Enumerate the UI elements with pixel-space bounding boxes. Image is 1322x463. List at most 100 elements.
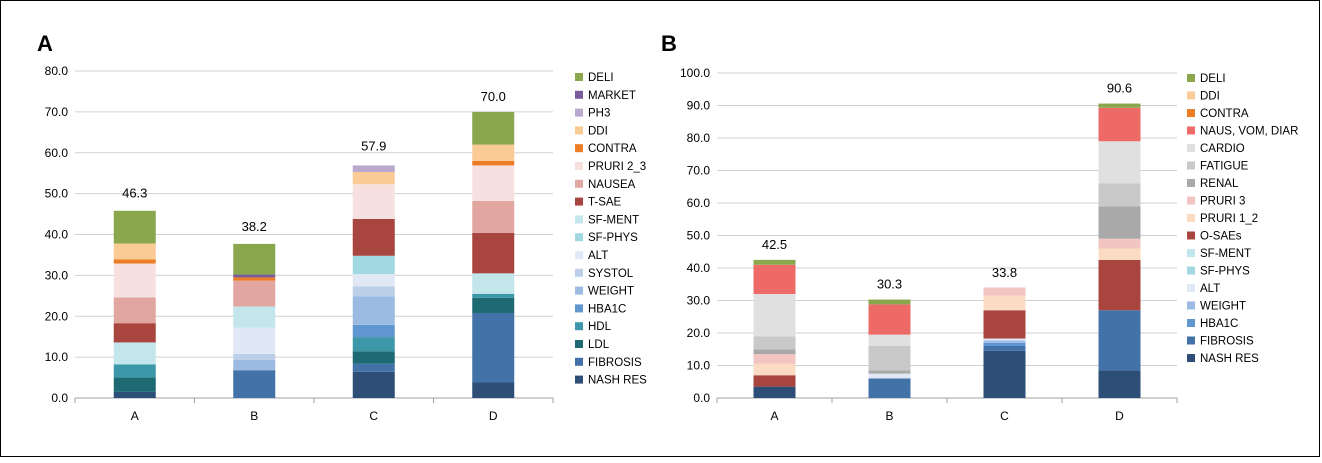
panel-a-legend-swatch xyxy=(575,144,583,153)
panel-a-bar-segment-ldl xyxy=(472,297,515,313)
panel-a-bar-segment-nausea xyxy=(113,297,156,324)
panel-a-legend-swatch xyxy=(575,357,583,366)
panel-b-legend-swatch xyxy=(1187,319,1195,327)
panel-a-bar-segment-ddi xyxy=(352,171,395,185)
panel-b-bar-segment-cardio xyxy=(868,334,911,346)
panel-a-bar-segment-contra xyxy=(233,277,276,281)
panel-b-bar-segment-pruri-1-2 xyxy=(753,363,796,376)
panel-b-bar-segment-fatigue xyxy=(1098,183,1141,207)
panel-b-bar-segment-o-saes xyxy=(983,310,1026,339)
panel-a-bar-segment-hdl xyxy=(472,293,515,298)
panel-b-x-category-label: D xyxy=(1115,409,1124,423)
panel-b-bar-segment-o-saes xyxy=(753,375,796,387)
panel-a-legend-label: SF-PHYS xyxy=(588,232,638,244)
panel-a-bar-segment-systol xyxy=(352,286,395,297)
panel-b-legend-swatch xyxy=(1187,161,1195,170)
panel-b-bar-segment-deli xyxy=(868,299,911,305)
panel-b-bar-segment-pruri-1-2 xyxy=(983,295,1026,311)
panel-a-bar-segment-nash-res xyxy=(472,382,515,398)
panel-a-legend-swatch xyxy=(575,322,583,331)
panel-b-bar-segment-naus-vom-diar xyxy=(1098,107,1141,142)
panel-a-bar-segment-fibrosis xyxy=(472,312,515,383)
panel-a-bar-segment-ldl xyxy=(352,351,395,364)
panel-b-legend-swatch xyxy=(1187,284,1195,292)
panel-b-x-category-label: A xyxy=(770,409,778,423)
panel-b-y-tick-label: 20.0 xyxy=(687,326,711,340)
panel-b-bar-segment-naus-vom-diar xyxy=(753,264,796,294)
panel-a-bar-segment-fibrosis xyxy=(233,370,276,398)
panel-b-bar-segment-fibrosis xyxy=(983,346,1026,351)
panel-a-legend-label: SF-MENT xyxy=(588,214,639,226)
panel-a-bar-segment-sf-ment xyxy=(233,306,276,328)
panel-a-bar-segment-deli xyxy=(233,243,276,275)
panel-a-legend-swatch xyxy=(575,179,583,188)
panel-b-legend-swatch xyxy=(1187,179,1195,187)
panel-a-bar-total-label: 57.9 xyxy=(361,138,386,153)
panel-a-bar-segment-nausea xyxy=(472,200,515,233)
panel-a-bar-segment-nausea xyxy=(233,280,276,307)
panel-b-y-tick-label: 50.0 xyxy=(687,229,711,243)
panel-a-bar-segment-sf-ment xyxy=(113,342,156,365)
panel-b-legend-label: SF-MENT xyxy=(1200,248,1251,260)
panel-b-legend-swatch xyxy=(1187,301,1195,310)
panel-a-bar-segment-t-sae xyxy=(113,323,156,343)
panel-a-y-tick-label: 0.0 xyxy=(51,391,68,405)
panel-b-bar-segment-alt xyxy=(983,338,1026,341)
panel-b-x-category-label: C xyxy=(1000,409,1009,423)
panel-a-bar-segment-hdl xyxy=(352,337,395,352)
panel-a-legend-swatch xyxy=(575,340,583,348)
panel-b-legend-label: RENAL xyxy=(1200,178,1239,190)
panel-a-bar-segment-alt xyxy=(233,327,276,354)
panel-b-legend-swatch xyxy=(1187,249,1195,257)
panel-b-y-tick-label: 0.0 xyxy=(693,391,710,405)
panel-b-bar-segment-pruri-1-2 xyxy=(1098,248,1141,260)
panel-b-legend-swatch xyxy=(1187,74,1195,82)
panel-b-y-tick-label: 90.0 xyxy=(687,99,711,113)
panel-a-y-tick-label: 20.0 xyxy=(45,309,69,323)
panel-a-bar-segment-contra xyxy=(472,160,515,166)
panel-b-bar-segment-fibrosis xyxy=(1098,310,1141,371)
panel-a-legend-label: CONTRA xyxy=(588,143,637,155)
panel-a-bar-segment-weight xyxy=(352,296,395,325)
panel-b-legend-label: NASH RES xyxy=(1200,353,1259,365)
panel-a-y-tick-label: 40.0 xyxy=(45,228,69,242)
panel-a-bar-segment-t-sae xyxy=(352,218,395,256)
panel-a-bar-segment-hdl xyxy=(113,364,156,378)
panel-b-legend-swatch xyxy=(1187,336,1195,345)
panel-b-bar-segment-pruri-3 xyxy=(753,354,796,364)
panel-b-legend-swatch xyxy=(1187,214,1195,222)
panel-b-bar-segment-renal xyxy=(1098,206,1141,239)
panel-b-x-category-label: B xyxy=(885,409,893,423)
panel-a-legend-swatch xyxy=(575,162,583,170)
panel-a-bar-total-label: 46.3 xyxy=(122,186,147,201)
panel-a-bar-segment-pruri-2-3 xyxy=(113,263,156,298)
panel-a-bar-segment-deli xyxy=(113,210,156,244)
panel-b-bar-segment-naus-vom-diar xyxy=(868,304,911,335)
panel-b-legend-label: ALT xyxy=(1200,283,1220,295)
panel-b-legend-swatch xyxy=(1187,266,1195,275)
panel-a-bar-total-label: 38.2 xyxy=(242,219,267,234)
panel-a-y-tick-label: 30.0 xyxy=(45,268,69,282)
panel-a-x-category-label: A xyxy=(131,409,139,423)
panel-a-legend-label: SYSTOL xyxy=(588,268,634,280)
panel-b-legend-label: CONTRA xyxy=(1200,108,1249,120)
panel-a-bar-segment-systol xyxy=(233,353,276,360)
panel-b-y-tick-label: 80.0 xyxy=(687,131,711,145)
panel-b-legend-swatch xyxy=(1187,231,1195,240)
panel-b-bar-segment-renal xyxy=(868,370,911,374)
panel-b-legend-label: PRURI 1_2 xyxy=(1200,213,1258,225)
panel-a-bar-segment-sf-phys xyxy=(352,255,395,275)
panel-a-bar-total-label: 70.0 xyxy=(481,89,506,104)
panel-a-legend-swatch xyxy=(575,215,583,224)
panel-b-legend-swatch xyxy=(1187,91,1195,100)
panel-a-bar-segment-ddi xyxy=(113,243,156,260)
panel-b-legend-label: DDI xyxy=(1200,91,1220,103)
panel-a-bar-segment-alt xyxy=(352,274,395,287)
panel-b-bar-segment-deli xyxy=(1098,103,1141,108)
panel-a-legend-label: FIBROSIS xyxy=(588,357,642,369)
panel-b-legend-swatch xyxy=(1187,354,1195,362)
panel-a-legend-swatch xyxy=(575,233,583,242)
panel-a-bar-segment-nash-res xyxy=(113,391,156,398)
panel-b-bar-total-label: 33.8 xyxy=(992,265,1017,280)
